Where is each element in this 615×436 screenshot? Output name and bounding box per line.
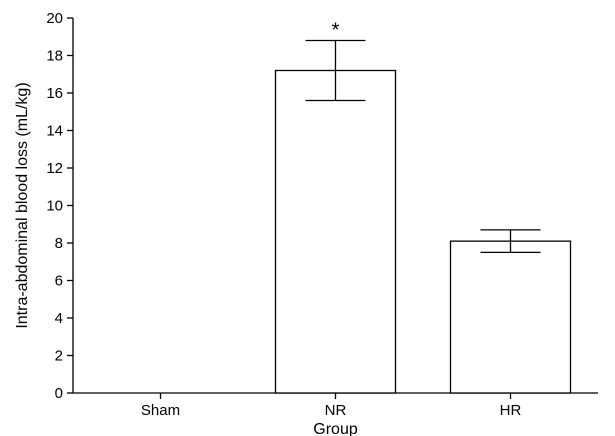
y-tick-label: 6 [55, 273, 63, 290]
bars [274, 69, 572, 394]
y-axis-label: Intra-abdominal blood loss (mL/kg) [14, 82, 31, 328]
y-tick-label: 20 [46, 10, 63, 27]
y-tick-label: 12 [46, 160, 63, 177]
y-tick-label: 0 [55, 385, 63, 402]
y-tick-label: 2 [55, 348, 63, 365]
y-tick-label: 14 [46, 123, 63, 140]
x-tick-label: NR [325, 402, 347, 419]
x-tick-label: HR [500, 402, 522, 419]
y-ticks: 0 2 4 6 8 10 12 14 16 18 20 [46, 10, 73, 402]
x-axis-label: Group [313, 421, 358, 436]
y-tick-label: 10 [46, 198, 63, 215]
y-tick-label: 18 [46, 48, 63, 65]
bar-nr [274, 69, 397, 394]
y-tick-label: 16 [46, 85, 63, 102]
error-bars: * [305, 20, 541, 254]
bar-hr [449, 240, 572, 394]
significance-marker: * [332, 20, 340, 42]
y-tick-label: 4 [55, 310, 63, 327]
x-tick-label: Sham [141, 402, 180, 419]
y-tick-label: 8 [55, 235, 63, 252]
x-tick-labels: Sham NR HR [141, 393, 522, 419]
